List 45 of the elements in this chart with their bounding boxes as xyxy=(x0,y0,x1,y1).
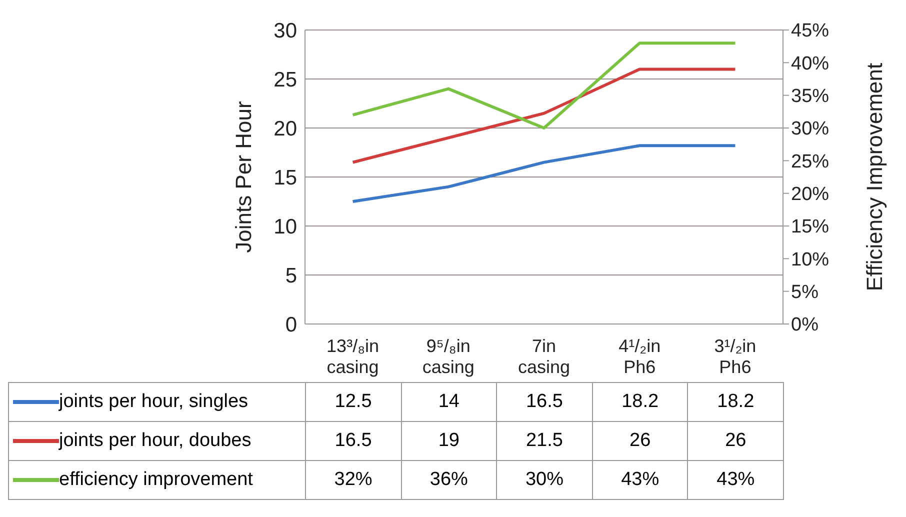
data-label: 43% xyxy=(592,460,688,500)
data-label: 19 xyxy=(401,422,497,460)
data-label: 36% xyxy=(401,460,497,500)
y2-tick-label: 5% xyxy=(791,282,819,304)
line-series xyxy=(351,144,737,203)
legend-label: joints per hour, doubes xyxy=(59,430,252,451)
y2-tick-label: 15% xyxy=(791,216,830,238)
x-tick-label: 7in casing xyxy=(518,336,570,377)
y-tick-label: 25 xyxy=(274,68,297,92)
line-series xyxy=(351,42,737,130)
y-tick-label: 15 xyxy=(274,166,297,190)
y-axis-title: Joints Per Hour xyxy=(230,101,256,253)
data-label: 14 xyxy=(401,382,497,422)
y-tick-label: 0 xyxy=(285,313,297,336)
x-tick-label: 3¹/₂in Ph6 xyxy=(714,336,756,377)
y2-tick-label: 25% xyxy=(791,151,830,172)
y2-tick-label: 40% xyxy=(791,53,830,74)
y2-tick-label: 10% xyxy=(791,249,830,270)
data-label: 21.5 xyxy=(496,422,592,460)
legend-label: efficiency improvement xyxy=(59,469,253,490)
y2-tick-label: 35% xyxy=(791,86,830,108)
data-label: 30% xyxy=(496,460,592,500)
y-tick-label: 5 xyxy=(285,264,297,288)
data-label: 26 xyxy=(688,422,784,460)
line-series xyxy=(351,68,737,164)
y-tick-label: 30 xyxy=(274,19,297,42)
legend-label: joints per hour, singles xyxy=(59,391,248,412)
y-tick-label: 10 xyxy=(274,215,297,238)
data-label: 18.2 xyxy=(592,382,688,422)
data-label: 12.5 xyxy=(306,382,402,422)
x-tick-label: 13³/₈in casing xyxy=(326,336,380,377)
y-tick-label: 20 xyxy=(274,117,297,140)
data-label: 16.5 xyxy=(496,382,592,422)
x-tick-label: 9⁵/₈in casing xyxy=(422,336,474,377)
y2-tick-label: 30% xyxy=(791,118,830,140)
data-label: 16.5 xyxy=(306,422,402,460)
data-label: 43% xyxy=(688,460,784,500)
data-label: 26 xyxy=(592,422,688,460)
y2-axis-title: Efficiency Improvement xyxy=(862,62,887,292)
data-label: 32% xyxy=(306,460,402,500)
y2-tick-label: 45% xyxy=(791,20,830,42)
x-tick-label: 4¹/₂in Ph6 xyxy=(618,336,661,377)
y2-tick-label: 20% xyxy=(791,184,830,206)
y2-tick-label: 0% xyxy=(791,314,819,336)
data-label: 18.2 xyxy=(688,382,784,422)
